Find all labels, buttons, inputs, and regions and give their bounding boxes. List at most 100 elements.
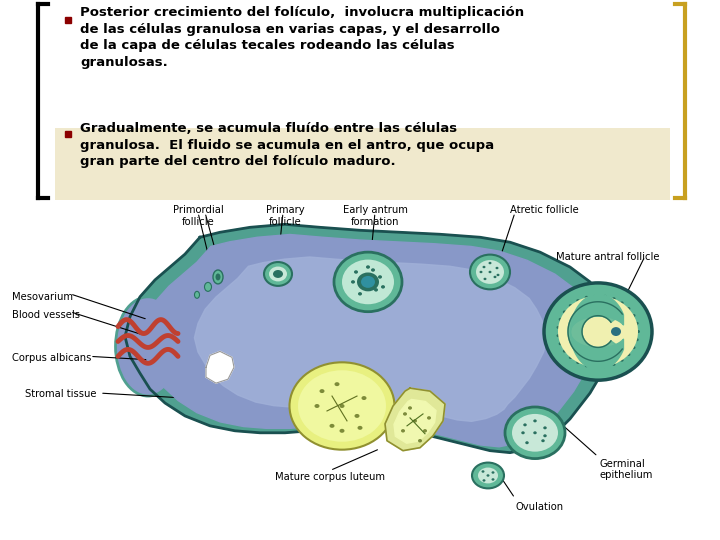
- Ellipse shape: [361, 276, 375, 288]
- Ellipse shape: [611, 327, 621, 336]
- Ellipse shape: [635, 338, 639, 341]
- Ellipse shape: [354, 270, 358, 274]
- Ellipse shape: [357, 273, 379, 292]
- Ellipse shape: [603, 295, 607, 298]
- Ellipse shape: [484, 278, 487, 280]
- Ellipse shape: [408, 406, 412, 410]
- Ellipse shape: [340, 429, 344, 433]
- Ellipse shape: [594, 294, 598, 298]
- Ellipse shape: [470, 255, 510, 289]
- Ellipse shape: [541, 439, 545, 442]
- Ellipse shape: [361, 396, 366, 400]
- Ellipse shape: [612, 297, 616, 300]
- Ellipse shape: [334, 252, 402, 312]
- Ellipse shape: [423, 429, 427, 433]
- Ellipse shape: [478, 468, 498, 483]
- Bar: [55, 129, 670, 200]
- Ellipse shape: [505, 407, 565, 458]
- Ellipse shape: [563, 350, 567, 353]
- Text: Primordial
follicle: Primordial follicle: [173, 206, 223, 227]
- Ellipse shape: [603, 365, 607, 368]
- Ellipse shape: [492, 471, 495, 474]
- Text: Corpus albicans: Corpus albicans: [12, 353, 91, 363]
- Ellipse shape: [315, 404, 320, 408]
- Ellipse shape: [576, 299, 580, 302]
- Ellipse shape: [289, 362, 395, 450]
- Text: Ovulation: Ovulation: [515, 502, 563, 512]
- Ellipse shape: [340, 404, 344, 408]
- Ellipse shape: [427, 416, 431, 420]
- Ellipse shape: [559, 318, 562, 321]
- Ellipse shape: [482, 470, 485, 472]
- Ellipse shape: [335, 382, 340, 386]
- Ellipse shape: [264, 262, 292, 286]
- Ellipse shape: [544, 434, 546, 437]
- Ellipse shape: [497, 274, 500, 276]
- Ellipse shape: [627, 307, 631, 310]
- Ellipse shape: [351, 280, 355, 284]
- Text: Blood vessels: Blood vessels: [12, 310, 80, 320]
- Ellipse shape: [492, 478, 495, 481]
- Text: Atretic follicle: Atretic follicle: [510, 206, 579, 215]
- Ellipse shape: [366, 265, 370, 269]
- Ellipse shape: [482, 479, 485, 482]
- Ellipse shape: [627, 353, 631, 356]
- Ellipse shape: [620, 359, 624, 362]
- Ellipse shape: [526, 441, 528, 444]
- Ellipse shape: [495, 267, 498, 269]
- Ellipse shape: [612, 363, 616, 366]
- Ellipse shape: [194, 292, 199, 298]
- Ellipse shape: [569, 304, 572, 307]
- Ellipse shape: [487, 474, 490, 477]
- Polygon shape: [141, 234, 597, 447]
- Ellipse shape: [594, 366, 598, 369]
- Ellipse shape: [269, 267, 287, 281]
- Ellipse shape: [482, 266, 485, 268]
- Ellipse shape: [354, 414, 359, 418]
- Ellipse shape: [298, 370, 386, 442]
- Polygon shape: [385, 388, 445, 451]
- Ellipse shape: [559, 342, 562, 345]
- Polygon shape: [568, 302, 622, 361]
- Ellipse shape: [320, 389, 325, 393]
- Ellipse shape: [557, 334, 560, 337]
- Ellipse shape: [534, 431, 536, 434]
- Ellipse shape: [557, 326, 560, 329]
- Ellipse shape: [523, 423, 527, 427]
- Ellipse shape: [378, 275, 382, 279]
- Ellipse shape: [413, 419, 417, 423]
- Ellipse shape: [512, 414, 558, 451]
- Ellipse shape: [558, 296, 638, 367]
- Ellipse shape: [215, 273, 220, 280]
- Text: Stromal tissue: Stromal tissue: [25, 389, 96, 399]
- Ellipse shape: [472, 463, 504, 488]
- Ellipse shape: [576, 361, 580, 364]
- Ellipse shape: [521, 431, 525, 434]
- Text: Early antrum
formation: Early antrum formation: [343, 206, 408, 227]
- Ellipse shape: [480, 271, 482, 273]
- Ellipse shape: [273, 270, 283, 278]
- Ellipse shape: [374, 288, 378, 292]
- Text: Mature antral follicle: Mature antral follicle: [557, 252, 660, 262]
- Polygon shape: [194, 257, 547, 421]
- Ellipse shape: [204, 282, 212, 292]
- Polygon shape: [394, 400, 436, 443]
- Ellipse shape: [115, 297, 181, 396]
- Ellipse shape: [636, 330, 640, 333]
- Ellipse shape: [358, 292, 362, 295]
- Ellipse shape: [585, 364, 588, 367]
- Ellipse shape: [401, 429, 405, 433]
- Ellipse shape: [213, 270, 223, 284]
- Ellipse shape: [632, 314, 636, 317]
- Ellipse shape: [488, 271, 492, 273]
- Ellipse shape: [544, 283, 652, 380]
- Text: Posterior crecimiento del folículo,  involucra multiplicación
de las células gra: Posterior crecimiento del folículo, invo…: [80, 6, 524, 69]
- Ellipse shape: [358, 426, 362, 430]
- Polygon shape: [125, 224, 615, 453]
- Ellipse shape: [636, 330, 640, 333]
- Ellipse shape: [635, 322, 639, 325]
- Ellipse shape: [342, 260, 394, 304]
- Text: Germinal
epithelium: Germinal epithelium: [600, 458, 653, 480]
- Text: Primary
follicle: Primary follicle: [266, 206, 305, 227]
- Text: Mesovarium: Mesovarium: [12, 292, 73, 302]
